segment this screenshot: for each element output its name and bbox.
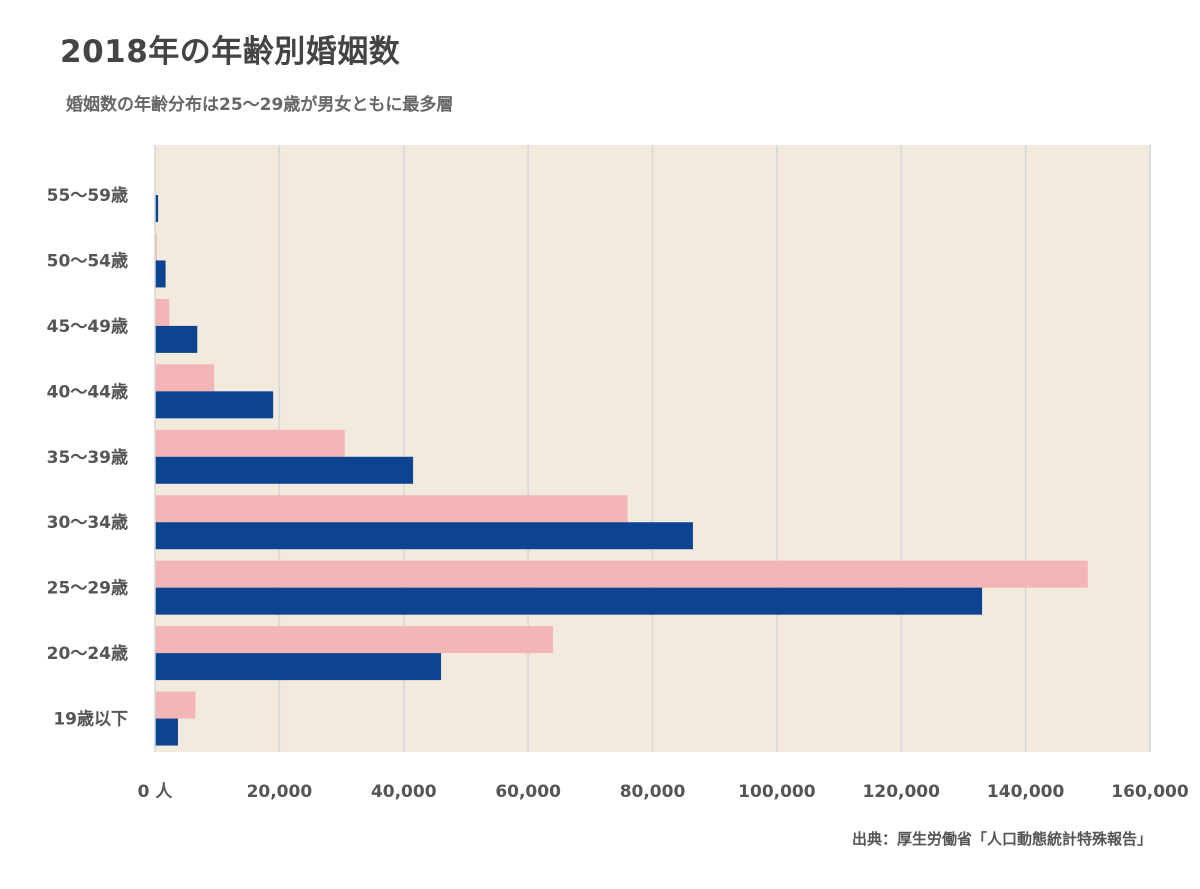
source-note: 出典：厚生労働省「人口動態統計特殊報告」 [851,830,1152,848]
x-tick-label: 0 人 [138,782,174,802]
category-label: 19歳以下 [53,709,128,730]
x-tick-label: 40,000 [371,782,437,802]
bar-pink [155,626,553,654]
bar-blue [155,391,274,419]
bar-pink [155,429,345,457]
x-tick-label: 120,000 [863,782,941,802]
bar-blue [155,325,198,353]
bar-blue [155,587,983,615]
bar-pink [155,691,196,719]
bars [155,195,1088,746]
category-label: 20〜24歳 [47,643,128,664]
category-label: 30〜34歳 [47,512,128,533]
x-tick-label: 60,000 [495,782,561,802]
x-tick-label: 100,000 [738,782,816,802]
x-tick-label: 160,000 [1111,782,1189,802]
category-label: 50〜54歳 [47,250,128,271]
bar-blue [155,653,442,681]
category-label: 25〜29歳 [47,578,128,599]
y-axis-categories: 19歳以下 20〜24歳 25〜29歳 30〜34歳 35〜39歳 40〜44歳 45〜49… [47,185,128,730]
bar-pink [155,233,157,261]
category-label: 40〜44歳 [47,381,128,402]
bar-pink [155,495,628,523]
bar-pink [155,364,215,392]
chart-subtitle: 婚姻数の年齢分布は25〜29歳が男女ともに最多層 [66,95,454,115]
category-label: 45〜49歳 [47,316,128,337]
bar-blue [155,718,179,746]
bar-blue [155,522,693,550]
x-axis-ticks: 0 人 20,000 40,000 60,000 80,000 100,000 120,00… [138,782,1189,802]
category-label: 55〜59歳 [47,185,128,206]
bar-pink [155,560,1088,588]
bar-pink [155,298,170,326]
category-label: 35〜39歳 [47,447,128,468]
x-tick-label: 80,000 [620,782,686,802]
chart-title: 2018年の年齢別婚姻数 [60,34,401,70]
x-tick-label: 140,000 [987,782,1065,802]
x-tick-label: 20,000 [247,782,313,802]
bar-blue [155,195,159,222]
bar-blue [155,260,166,288]
bar-blue [155,456,414,484]
